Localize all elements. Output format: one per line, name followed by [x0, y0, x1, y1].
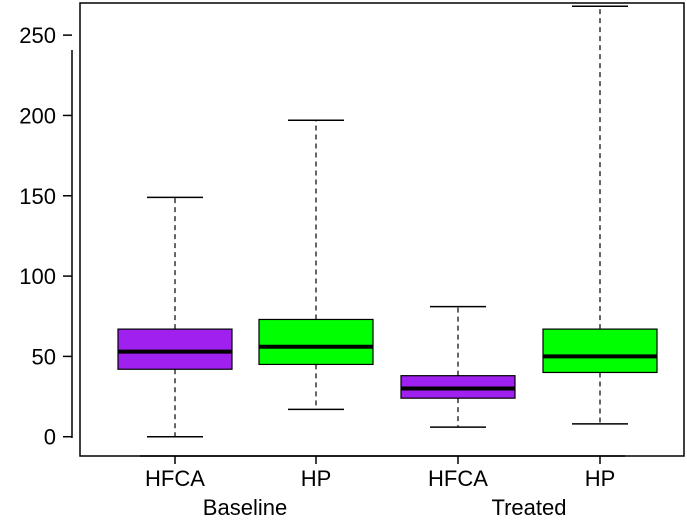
y-tick-label-250: 250	[19, 23, 56, 48]
iqr-box-baseline-hp	[258, 318, 374, 366]
x-category-label-baseline-hp: HP	[301, 466, 332, 491]
box-baseline-hfca	[117, 196, 233, 438]
x-category-label-treated-hfca: HFCA	[428, 466, 488, 491]
y-tick-label-100: 100	[19, 264, 56, 289]
plot-frame	[79, 2, 685, 457]
y-tick-label-200: 200	[19, 103, 56, 128]
boxes-layer	[117, 5, 658, 438]
y-tick-label-150: 150	[19, 184, 56, 209]
box-treated-hp	[542, 5, 658, 425]
group-label-treated: Treated	[491, 495, 566, 520]
x-axis-labels: HFCA HP HFCA HP Baseline Treated	[145, 456, 615, 520]
y-tick-label-0: 0	[44, 425, 56, 450]
box-baseline-hp	[258, 119, 374, 411]
y-tick-label-50: 50	[32, 344, 56, 369]
x-category-label-treated-hp: HP	[585, 466, 616, 491]
box-treated-hfca	[400, 305, 516, 428]
x-category-label-baseline-hfca: HFCA	[145, 466, 205, 491]
group-label-baseline: Baseline	[203, 495, 287, 520]
iqr-box-baseline-hfca	[117, 328, 233, 370]
y-axis-ticks: 0 50 100 150 200 250	[19, 23, 72, 450]
iqr-box-treated-hp	[542, 328, 658, 374]
